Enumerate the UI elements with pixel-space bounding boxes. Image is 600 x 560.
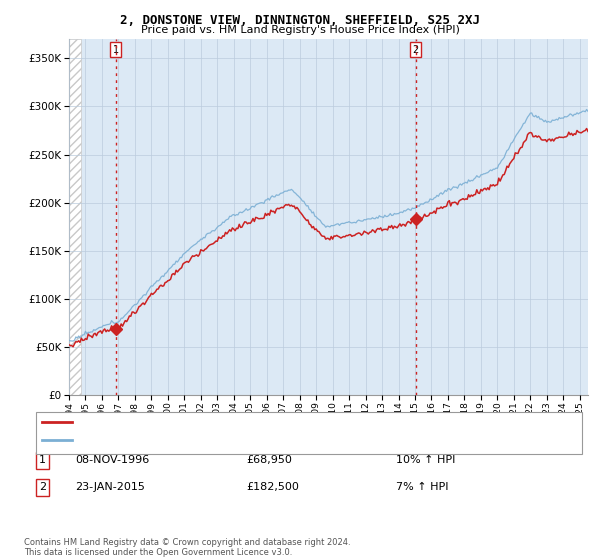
Text: 1: 1 [113, 45, 119, 54]
Text: 1: 1 [39, 455, 46, 465]
Text: Contains HM Land Registry data © Crown copyright and database right 2024.
This d: Contains HM Land Registry data © Crown c… [24, 538, 350, 557]
Text: 2: 2 [39, 482, 46, 492]
Text: 2, DONSTONE VIEW, DINNINGTON, SHEFFIELD, S25 2XJ (detached house): 2, DONSTONE VIEW, DINNINGTON, SHEFFIELD,… [78, 417, 437, 427]
Text: 08-NOV-1996: 08-NOV-1996 [75, 455, 149, 465]
Text: HPI: Average price, detached house, Rotherham: HPI: Average price, detached house, Roth… [78, 435, 313, 445]
Text: 23-JAN-2015: 23-JAN-2015 [75, 482, 145, 492]
Text: 10% ↑ HPI: 10% ↑ HPI [396, 455, 455, 465]
Text: 7% ↑ HPI: 7% ↑ HPI [396, 482, 448, 492]
Text: 2: 2 [413, 45, 419, 54]
Text: £68,950: £68,950 [246, 455, 292, 465]
Text: £182,500: £182,500 [246, 482, 299, 492]
Text: 2, DONSTONE VIEW, DINNINGTON, SHEFFIELD, S25 2XJ: 2, DONSTONE VIEW, DINNINGTON, SHEFFIELD,… [120, 14, 480, 27]
Text: Price paid vs. HM Land Registry's House Price Index (HPI): Price paid vs. HM Land Registry's House … [140, 25, 460, 35]
